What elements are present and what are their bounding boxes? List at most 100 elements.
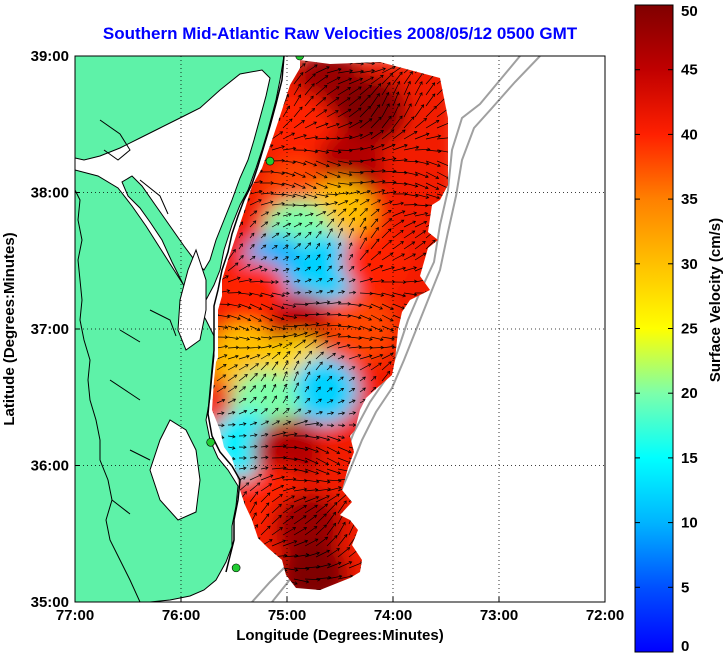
velocity-arrow xyxy=(216,374,226,382)
velocity-arrow xyxy=(249,354,260,360)
velocity-arrow xyxy=(348,96,361,107)
velocity-arrow xyxy=(414,81,423,96)
velocity-arrowhead xyxy=(293,332,298,337)
velocity-arrowhead xyxy=(353,207,357,212)
velocity-arrow xyxy=(403,292,417,296)
velocity-arrow xyxy=(304,398,310,404)
velocity-arrowhead xyxy=(307,242,312,246)
velocity-arrow xyxy=(260,314,273,322)
velocity-arrow xyxy=(370,199,381,206)
velocity-arrow xyxy=(282,213,292,217)
colorbar-tick-label: 20 xyxy=(681,385,698,402)
velocity-arrowhead xyxy=(330,423,335,428)
velocity-arrow xyxy=(293,243,301,250)
velocity-arrow xyxy=(271,373,277,382)
colorbar-tick-label: 15 xyxy=(681,450,698,467)
velocity-arrow xyxy=(381,371,390,382)
velocity-arrowhead xyxy=(422,252,427,256)
velocity-arrowhead xyxy=(362,376,366,380)
velocity-arrowhead xyxy=(242,386,247,390)
velocity-arrow xyxy=(425,93,436,107)
velocity-arrow xyxy=(293,267,300,272)
velocity-arrowhead xyxy=(246,354,250,359)
velocity-arrow xyxy=(293,134,307,140)
x-tick-label: 76:00 xyxy=(162,607,200,624)
velocity-arrowhead xyxy=(332,511,337,516)
velocity-arrowhead xyxy=(306,371,311,376)
velocity-arrowhead xyxy=(247,264,251,268)
velocity-arrowhead xyxy=(262,384,266,388)
velocity-arrowhead xyxy=(337,300,342,305)
velocity-arrow xyxy=(260,445,269,448)
velocity-arrow xyxy=(370,68,386,74)
velocity-arrowhead xyxy=(311,83,315,87)
velocity-arrow xyxy=(304,242,311,250)
velocity-arrowhead xyxy=(252,385,257,389)
velocity-arrowhead xyxy=(237,290,242,295)
velocity-arrowhead xyxy=(352,411,357,415)
velocity-arrowhead xyxy=(270,293,274,298)
velocity-arrow xyxy=(282,527,296,536)
velocity-arrowhead xyxy=(352,278,356,282)
velocity-arrowhead xyxy=(395,91,400,96)
bay-water xyxy=(149,419,201,521)
y-axis: 35:00 36:00 37:00 38:00 39:00 xyxy=(31,48,80,611)
velocity-arrow xyxy=(260,192,274,195)
velocity-arrow xyxy=(403,182,418,187)
velocity-arrowhead xyxy=(304,459,309,463)
velocity-arrowhead xyxy=(280,484,285,489)
velocity-arrow xyxy=(260,384,266,393)
velocity-arrowhead xyxy=(357,107,362,111)
velocity-arrowhead xyxy=(392,65,396,69)
velocity-arrow xyxy=(403,81,411,96)
velocity-arrow xyxy=(403,103,412,118)
velocity-arrow xyxy=(260,474,274,481)
velocity-arrowhead xyxy=(282,326,287,331)
velocity-arrow xyxy=(315,203,329,206)
velocity-arrow xyxy=(381,228,392,239)
velocity-arrow xyxy=(392,115,403,129)
velocity-arrowhead xyxy=(309,222,313,226)
velocity-arrowhead xyxy=(341,411,346,416)
velocity-arrow xyxy=(260,456,269,459)
velocity-arrow xyxy=(227,303,241,307)
velocity-arrow xyxy=(282,256,289,261)
velocity-arrow xyxy=(315,361,323,371)
velocity-arrow xyxy=(304,73,316,85)
velocity-arrowhead xyxy=(413,266,417,270)
velocity-arrowhead xyxy=(292,160,296,165)
velocity-arrowhead xyxy=(340,376,344,380)
velocity-arrow xyxy=(282,268,289,272)
velocity-arrow xyxy=(216,345,228,349)
velocity-arrow xyxy=(304,489,318,492)
velocity-arrowhead xyxy=(248,305,252,310)
velocity-arrowhead xyxy=(274,256,279,260)
velocity-arrowhead xyxy=(379,306,383,310)
velocity-arrowhead xyxy=(389,72,394,77)
velocity-arrowhead xyxy=(340,365,345,370)
velocity-arrow xyxy=(238,264,251,272)
velocity-arrow xyxy=(293,182,306,189)
y-tick-label: 36:00 xyxy=(31,458,69,475)
velocity-arrow xyxy=(293,83,301,96)
velocity-arrow xyxy=(381,129,395,140)
velocity-arrowhead xyxy=(432,239,436,244)
coast-detail xyxy=(207,56,285,573)
velocity-arrowhead xyxy=(393,190,397,194)
velocity-arrowhead xyxy=(377,199,382,203)
velocity-arrow xyxy=(238,232,243,239)
velocity-arrowhead xyxy=(237,316,241,321)
velocity-arrowhead xyxy=(347,314,351,318)
velocity-arrowhead xyxy=(234,262,239,266)
velocity-arrowhead xyxy=(422,240,426,245)
velocity-arrow xyxy=(370,362,382,371)
velocity-arrow xyxy=(304,171,317,179)
velocity-arrowhead xyxy=(338,150,342,154)
velocity-arrowhead xyxy=(279,493,283,498)
velocity-arrowhead xyxy=(264,221,269,225)
velocity-arrow xyxy=(370,170,386,173)
velocity-arrowhead xyxy=(313,185,317,190)
velocity-arrow xyxy=(414,171,429,178)
velocity-arrowhead xyxy=(311,108,316,112)
velocity-arrowhead xyxy=(325,202,329,206)
